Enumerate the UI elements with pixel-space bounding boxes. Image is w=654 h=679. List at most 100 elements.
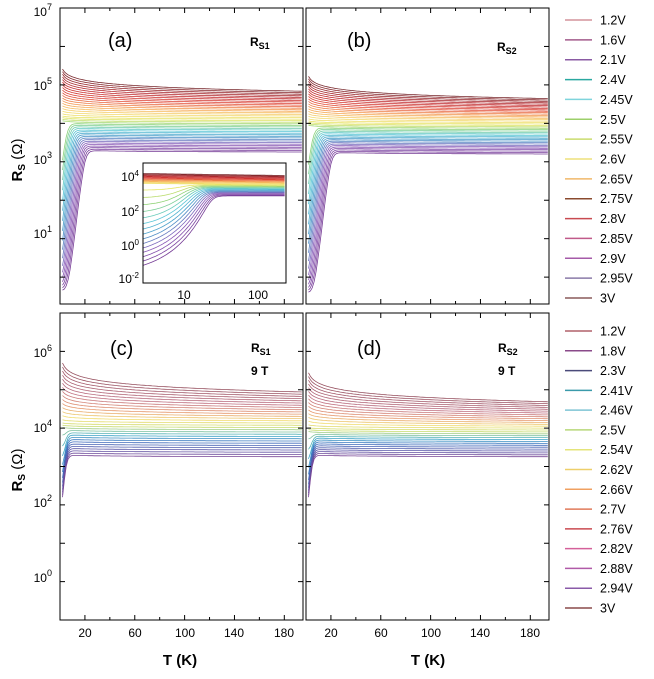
curve bbox=[62, 144, 302, 278]
curve bbox=[62, 71, 302, 94]
inset-ytick-1: 104 bbox=[121, 169, 139, 184]
curve bbox=[308, 439, 548, 468]
curve bbox=[62, 95, 302, 108]
panel-c-series-label: RS1 bbox=[251, 341, 271, 357]
legend-entry-label: 2.5V bbox=[600, 113, 626, 127]
legend-entry-label: 2.94V bbox=[600, 582, 633, 596]
legend-entry-label: 1.6V bbox=[600, 33, 626, 47]
curve bbox=[62, 128, 302, 191]
curve bbox=[308, 372, 548, 403]
curve bbox=[308, 437, 548, 460]
curve bbox=[308, 78, 548, 101]
legend-entry-label: 2.76V bbox=[600, 522, 633, 536]
curve bbox=[308, 149, 548, 288]
legend-entry-label: 2.66V bbox=[600, 483, 633, 497]
curve bbox=[62, 148, 302, 289]
legend-entry-label: 2.8V bbox=[600, 212, 626, 226]
legend-top: 1.2V 1.6V 2.1V 2.4V 2.45V 2.5V 2.55V 2.6V 2.65V 2… bbox=[565, 14, 633, 306]
legend-entry-label: 2.46V bbox=[600, 404, 633, 418]
ytick-bottom-2: 104 bbox=[34, 418, 52, 435]
curve bbox=[308, 424, 548, 429]
curve bbox=[308, 133, 548, 205]
curve bbox=[308, 124, 548, 129]
legend-entry-label: 2.41V bbox=[600, 384, 633, 398]
curve bbox=[308, 413, 548, 423]
curve bbox=[308, 376, 548, 405]
curve bbox=[62, 108, 302, 115]
inset-curve bbox=[143, 177, 285, 180]
curve bbox=[308, 103, 548, 115]
curve bbox=[62, 84, 302, 101]
curve bbox=[308, 398, 548, 416]
panel-a-series-label: RS1 bbox=[250, 35, 270, 51]
curve bbox=[308, 383, 548, 408]
curve bbox=[62, 443, 302, 483]
legend-entry-label: 1.8V bbox=[600, 344, 626, 358]
curve bbox=[308, 129, 548, 175]
legend-entry-label: 2.65V bbox=[600, 172, 633, 186]
xtick-d-2: 60 bbox=[374, 626, 388, 640]
curve bbox=[62, 140, 302, 266]
x-axis-title-c: T (K) bbox=[163, 652, 197, 669]
curve bbox=[62, 424, 302, 428]
inset-curve bbox=[143, 174, 285, 178]
curve bbox=[308, 83, 548, 104]
curve bbox=[62, 407, 302, 417]
curve bbox=[62, 452, 302, 495]
curve bbox=[308, 101, 548, 114]
xtick-d-4: 140 bbox=[470, 626, 490, 640]
curve bbox=[308, 443, 548, 481]
curve bbox=[308, 391, 548, 412]
curve bbox=[62, 455, 302, 498]
inset-xtick-2: 100 bbox=[248, 288, 268, 302]
curve bbox=[62, 102, 302, 112]
inset-curve bbox=[143, 182, 285, 185]
curve bbox=[308, 387, 548, 410]
curve bbox=[62, 411, 302, 419]
inset-curve bbox=[143, 195, 285, 266]
curve bbox=[308, 405, 548, 420]
curve bbox=[308, 91, 548, 108]
curve bbox=[62, 115, 302, 120]
curve bbox=[62, 89, 302, 104]
curve bbox=[62, 387, 302, 406]
curve bbox=[62, 76, 302, 97]
curve bbox=[62, 395, 302, 411]
legend-entry-label: 2.7V bbox=[600, 503, 626, 517]
curve bbox=[308, 417, 548, 425]
curve bbox=[308, 146, 548, 281]
curve bbox=[308, 86, 548, 105]
panel-d-field-label: 9 T bbox=[498, 364, 516, 378]
curve bbox=[62, 145, 302, 282]
curve bbox=[308, 409, 548, 421]
legend-entry-label: 1.2V bbox=[600, 325, 626, 339]
curve bbox=[62, 113, 302, 118]
ytick-top-3: 103 bbox=[34, 150, 52, 167]
curve bbox=[62, 370, 302, 397]
panel-c-curves bbox=[62, 362, 302, 498]
ytick-bottom-4: 100 bbox=[34, 568, 52, 585]
y-axis-title-bottom: RS (Ω) bbox=[9, 449, 28, 492]
curve bbox=[62, 366, 302, 395]
y-axis-title-top: RS (Ω) bbox=[9, 139, 28, 182]
xtick-d-3: 100 bbox=[421, 626, 441, 640]
curve bbox=[62, 132, 302, 221]
curve bbox=[62, 374, 302, 399]
inset-curve bbox=[143, 181, 285, 184]
curve bbox=[62, 378, 302, 402]
inset-curve bbox=[143, 186, 285, 206]
curve bbox=[308, 106, 548, 116]
panel-b-curves bbox=[308, 76, 548, 293]
curve bbox=[308, 98, 548, 112]
inset-curve bbox=[143, 188, 285, 224]
inset-curve bbox=[143, 189, 285, 230]
panel-c-label: (c) bbox=[110, 338, 133, 360]
curve bbox=[308, 420, 548, 427]
ytick-bottom-1: 106 bbox=[34, 343, 52, 360]
curve bbox=[308, 108, 548, 118]
panel-b-label: (b) bbox=[347, 30, 371, 52]
legend-entry-label: 3V bbox=[600, 292, 616, 306]
curve bbox=[62, 422, 302, 426]
curve bbox=[308, 93, 548, 109]
curve bbox=[62, 123, 302, 161]
